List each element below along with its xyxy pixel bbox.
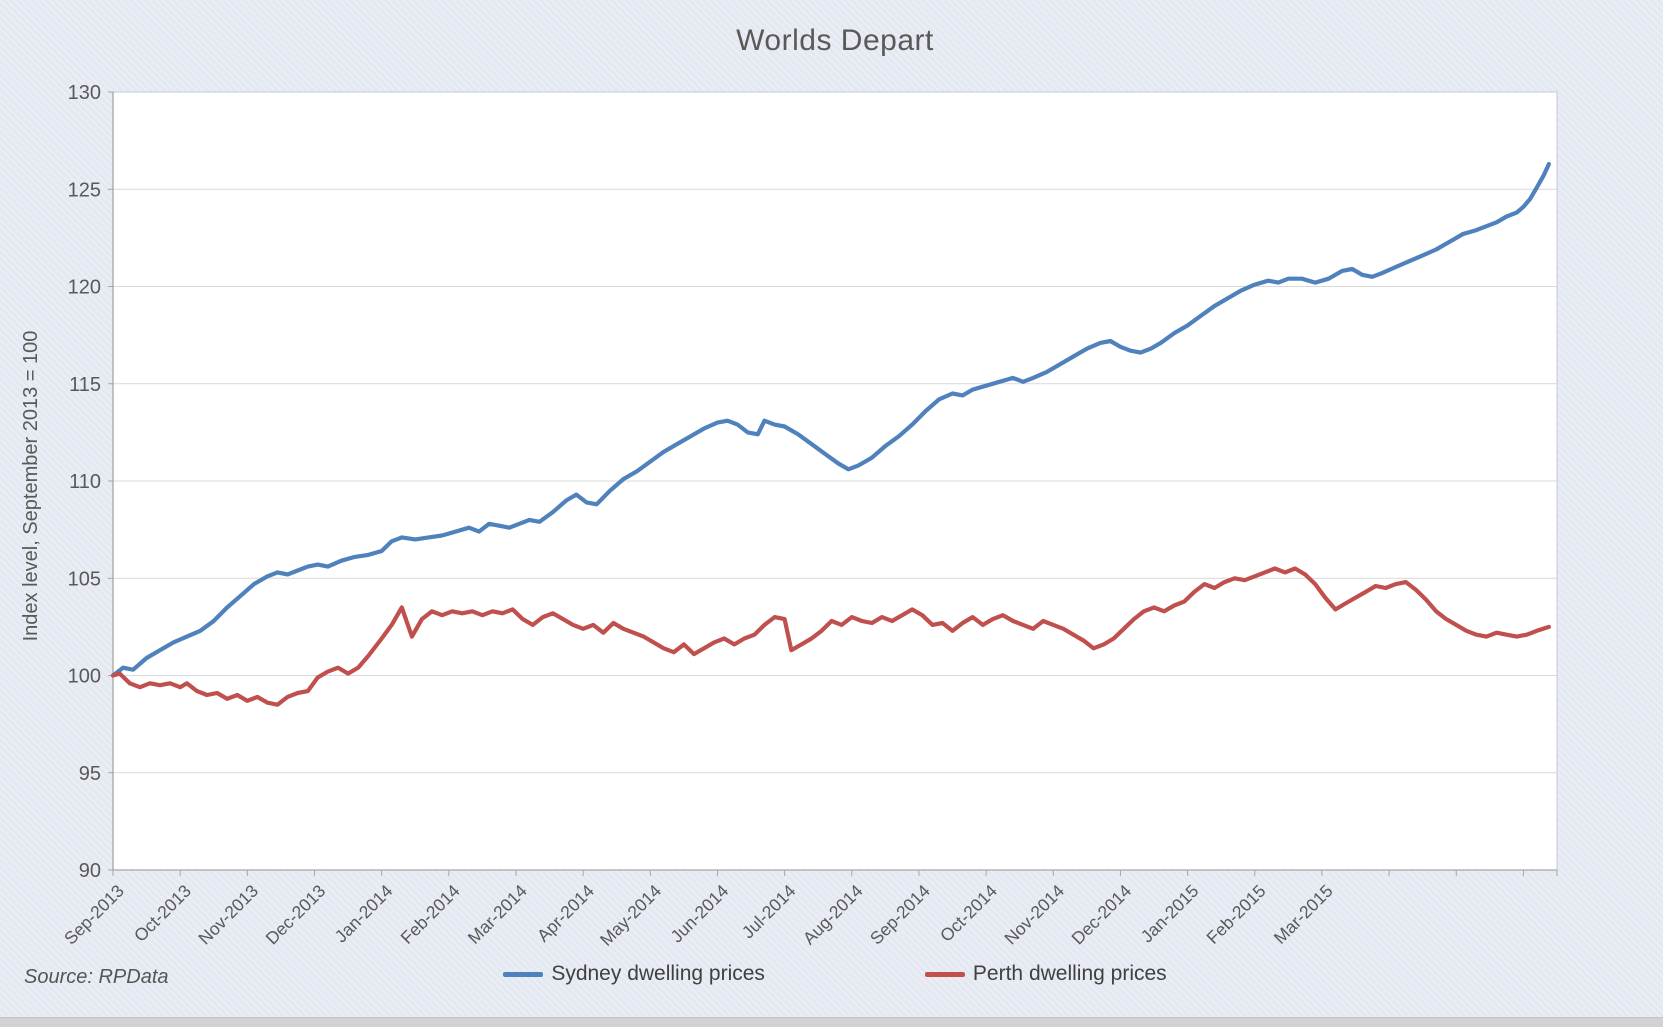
x-tick-label-Aug-2014: Aug-2014 bbox=[799, 881, 867, 949]
y-tick-label-95: 95 bbox=[79, 763, 101, 785]
source-text: Source: RPData bbox=[24, 966, 169, 988]
x-tick-label-Sep-2013: Sep-2013 bbox=[60, 881, 128, 949]
perth-line-swatch bbox=[924, 971, 965, 977]
sydney-line-swatch bbox=[503, 971, 544, 977]
x-tick-label-Apr-2014: Apr-2014 bbox=[533, 881, 598, 946]
x-tick-label-May-2014: May-2014 bbox=[596, 881, 665, 950]
y-tick-label-130: 130 bbox=[68, 82, 101, 104]
x-tick-label-Jan-2014: Jan-2014 bbox=[331, 881, 397, 947]
x-tick-label-Oct-2013: Oct-2013 bbox=[130, 881, 195, 946]
chart-legend: Sydney dwelling prices Perth dwelling pr… bbox=[113, 962, 1557, 986]
y-tick-label-115: 115 bbox=[69, 374, 101, 396]
x-tick-label-Jun-2014: Jun-2014 bbox=[667, 881, 733, 947]
y-tick-label-110: 110 bbox=[69, 471, 101, 493]
x-tick-label-Nov-2014: Nov-2014 bbox=[1000, 881, 1068, 949]
series-line-sydney bbox=[110, 161, 1552, 678]
x-tick-label-Dec-2013: Dec-2013 bbox=[262, 881, 330, 949]
x-tick-label-Nov-2013: Nov-2013 bbox=[194, 881, 262, 949]
x-tick-label-Dec-2014: Dec-2014 bbox=[1067, 881, 1135, 949]
legend-label-perth: Perth dwelling prices bbox=[972, 962, 1167, 985]
x-tick-label-Feb-2015: Feb-2015 bbox=[1202, 881, 1269, 948]
y-tick-label-105: 105 bbox=[68, 568, 101, 590]
series-line-perth bbox=[110, 566, 1552, 707]
window-bottom-strip bbox=[0, 1017, 1663, 1027]
y-tick-label-100: 100 bbox=[68, 666, 101, 688]
legend-label-sydney: Sydney dwelling prices bbox=[551, 962, 765, 985]
legend-item-sydney: Sydney dwelling prices bbox=[503, 962, 765, 986]
x-tick-label-Mar-2014: Mar-2014 bbox=[464, 881, 531, 948]
legend-item-perth: Perth dwelling prices bbox=[924, 962, 1167, 986]
x-tick-label-Mar-2015: Mar-2015 bbox=[1270, 881, 1337, 948]
chart-title: Worlds Depart bbox=[736, 24, 934, 57]
x-tick-label-Feb-2014: Feb-2014 bbox=[397, 881, 464, 948]
x-tick-label-Jul-2014: Jul-2014 bbox=[738, 881, 800, 943]
x-tick-label-Oct-2014: Oct-2014 bbox=[936, 880, 1001, 945]
y-tick-label-125: 125 bbox=[68, 179, 101, 201]
x-tick-label-Jan-2015: Jan-2015 bbox=[1137, 881, 1203, 947]
x-tick-label-Sep-2014: Sep-2014 bbox=[866, 881, 934, 949]
y-tick-label-90: 90 bbox=[79, 860, 101, 882]
y-tick-label-120: 120 bbox=[68, 277, 101, 299]
